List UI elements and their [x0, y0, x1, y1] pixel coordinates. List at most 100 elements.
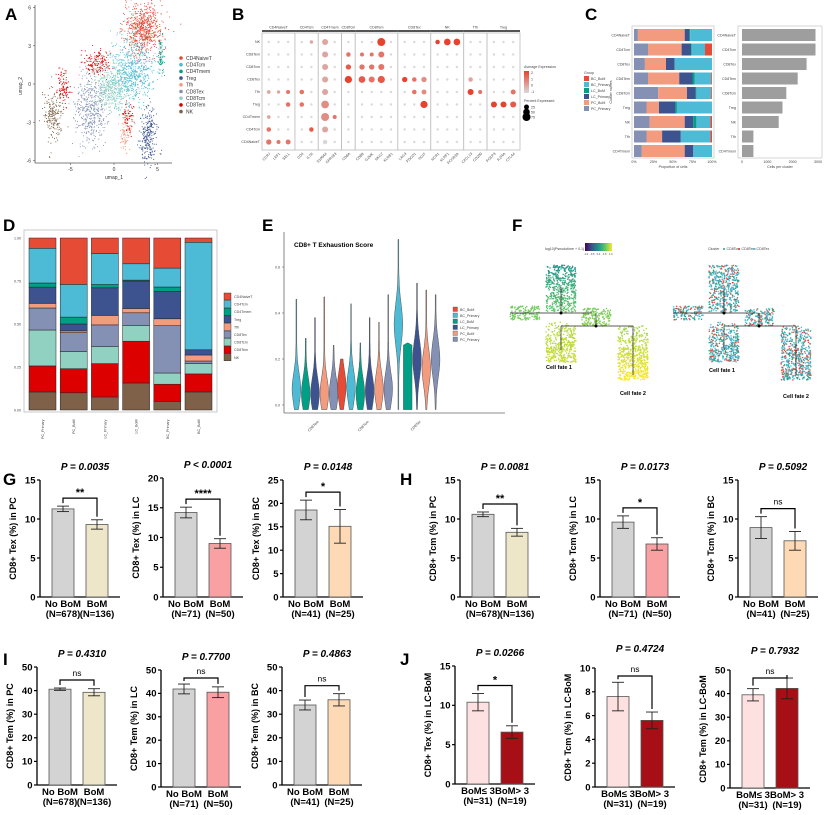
umap-point: [121, 91, 124, 93]
cell-point: [556, 306, 558, 308]
umap-point: [151, 18, 153, 20]
cell-point: [608, 312, 611, 314]
cell-point: [592, 312, 594, 314]
umap-point: [93, 134, 95, 136]
umap-point: [82, 118, 84, 120]
umap-point: [146, 137, 148, 139]
expression-dot: [478, 128, 482, 131]
umap-point: [75, 106, 77, 108]
cell-point: [570, 346, 573, 349]
umap-point: [119, 45, 121, 48]
umap-point: [90, 95, 92, 97]
cell-point: [545, 359, 548, 362]
umap-point: [74, 102, 76, 104]
umap-point: [130, 93, 132, 96]
umap-point: [126, 57, 129, 59]
umap-point: [58, 126, 60, 128]
umap-point: [129, 125, 131, 127]
legend-label: Tfh: [186, 83, 193, 89]
cell-point: [555, 327, 558, 329]
umap-point: [164, 38, 166, 40]
umap-point: [130, 128, 132, 130]
umap-point: [130, 115, 132, 117]
umap-point: [49, 109, 51, 111]
umap-point: [125, 106, 127, 108]
umap-point: [86, 71, 88, 73]
cell-point: [555, 296, 558, 299]
umap-point: [123, 38, 125, 40]
umap-point: [109, 89, 111, 91]
umap-point: [129, 43, 131, 45]
umap-point: [149, 129, 151, 131]
umap-point: [107, 59, 109, 61]
stack-segment: [153, 325, 182, 374]
cell-point: [581, 316, 583, 319]
umap-point: [97, 79, 99, 82]
cell-point: [570, 267, 572, 270]
umap-point: [127, 21, 129, 23]
cell-point: [555, 278, 557, 280]
umap-point: [133, 84, 135, 86]
umap-point: [122, 62, 124, 64]
stack-segment: [122, 312, 150, 326]
cell-point: [561, 265, 563, 267]
umap-point: [119, 89, 121, 91]
umap-point: [141, 30, 143, 32]
cell-point: [534, 315, 537, 318]
umap-point: [122, 145, 124, 148]
umap-point: [102, 94, 104, 96]
cell-point: [646, 334, 649, 336]
umap-point: [140, 53, 142, 55]
stack-segment: [122, 325, 150, 342]
umap-point: [91, 99, 93, 102]
cell-point: [556, 335, 558, 337]
umap-point: [86, 108, 88, 110]
umap-point: [135, 18, 137, 20]
umap-point: [126, 41, 128, 43]
umap-point: [64, 103, 66, 105]
cell-point: [515, 308, 517, 311]
umap-point: [151, 39, 153, 41]
umap-point: [52, 127, 54, 129]
umap-point: [145, 157, 147, 160]
expression-dot: [469, 115, 472, 119]
umap-point: [132, 55, 134, 57]
umap-point: [142, 18, 144, 20]
umap-point: [73, 86, 75, 88]
umap-point: [109, 86, 111, 88]
umap-point: [86, 136, 88, 138]
umap-point: [82, 141, 84, 143]
violin: [337, 358, 347, 410]
umap-point: [65, 79, 67, 81]
umap-point: [126, 118, 128, 120]
umap-point: [104, 104, 106, 106]
cell-point: [571, 265, 574, 267]
row-label: CD4Tcm: [616, 48, 630, 52]
umap-point: [92, 87, 94, 90]
umap-point: [89, 58, 91, 60]
umap-point: [110, 70, 112, 72]
cell-point: [536, 305, 538, 308]
umap-point: [108, 99, 110, 101]
cell-point: [572, 299, 575, 301]
umap-point: [115, 106, 117, 108]
stack-segment: [153, 291, 182, 320]
umap-point: [85, 100, 87, 102]
stack-segment: [658, 87, 688, 99]
expression-dot: [402, 76, 408, 83]
umap-point: [157, 31, 159, 33]
cell-point: [562, 355, 565, 357]
umap-point: [130, 61, 132, 63]
umap-point: [156, 36, 158, 38]
umap-point: [101, 95, 103, 97]
cell-point: [600, 313, 602, 315]
umap-point: [118, 88, 120, 91]
umap-point: [127, 65, 130, 67]
umap-point: [101, 63, 103, 65]
umap-point: [127, 136, 129, 138]
umap-point: [47, 121, 49, 123]
umap-point: [139, 30, 141, 32]
umap-point: [52, 86, 54, 88]
